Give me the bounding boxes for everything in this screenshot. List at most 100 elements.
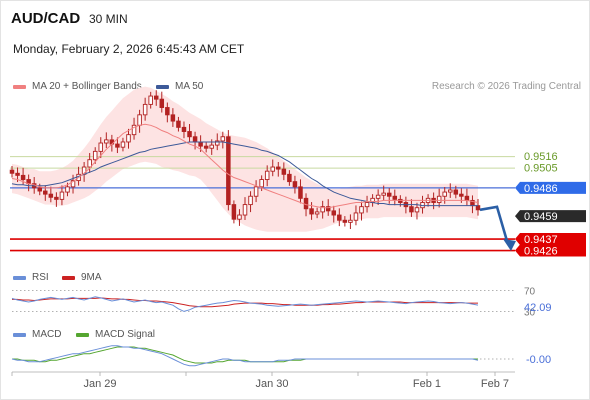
projection-arrowhead [503, 239, 516, 252]
legend-macd-swatch [13, 332, 26, 337]
symbol-title: AUD/CAD [11, 10, 81, 27]
legend-ma50-label: MA 50 [175, 81, 204, 92]
level-label-last: 0.9459 [524, 211, 558, 223]
candle-body [459, 193, 464, 197]
candle-body [215, 140, 220, 146]
candle-body [187, 131, 192, 138]
candle-body [381, 192, 386, 196]
level-tag-support [515, 244, 586, 257]
candle-body [226, 136, 231, 206]
candle-body [192, 136, 198, 143]
candle-body [298, 186, 303, 199]
candle-body [409, 206, 414, 213]
candle-body [392, 195, 398, 200]
candle-body [92, 150, 98, 161]
legend-macd: MACD [13, 329, 61, 340]
candle-body [43, 190, 48, 195]
legend-rsi-ma: 9MA [62, 272, 102, 283]
candle-body [464, 195, 470, 201]
candle-body [65, 186, 70, 193]
macd-signal-line [12, 346, 478, 364]
candle-body [270, 166, 275, 172]
legend-rsi-label: RSI [32, 272, 49, 283]
candle-body [242, 204, 248, 216]
level-label-support: 0.9426 [524, 246, 558, 258]
candle-body [287, 173, 292, 183]
candle-body [98, 142, 104, 152]
credit-label: Research © 2026 Trading Central [431, 81, 581, 92]
candle-body [281, 168, 287, 175]
level-label-resistance: 0.9516 [524, 151, 558, 163]
candle-body [59, 191, 65, 200]
x-tick-label: Feb 1 [413, 378, 441, 390]
candle-body [37, 187, 42, 192]
candle-body [181, 126, 187, 132]
legend-ma20-label: MA 20 + Bollinger Bands [32, 81, 142, 92]
candle-body [359, 206, 364, 214]
candle-body [9, 169, 15, 174]
macd-line [11, 345, 479, 367]
legend-rsi-swatch [13, 275, 26, 280]
legend-macd-label: MACD [32, 329, 62, 340]
legend-rsi-ma-label: 9MA [81, 272, 102, 283]
candle-body [165, 107, 170, 116]
legend-macd-signal-swatch [76, 332, 89, 337]
level-label-pivot: 0.9486 [524, 183, 558, 195]
candle-body [248, 195, 253, 206]
candle-body [375, 194, 381, 199]
legend-ma20: MA 20 + Bollinger Bands [13, 81, 142, 92]
bollinger-band [12, 86, 478, 232]
candle-body [475, 205, 481, 211]
candle-body [176, 120, 181, 128]
candle-body [237, 214, 242, 220]
candle-body [253, 186, 259, 197]
rsi-tick-label: 30 [524, 307, 536, 318]
candle-body [320, 206, 325, 213]
candle-body [398, 198, 403, 203]
level-label-support: 0.9437 [524, 234, 558, 246]
legend-ma20-swatch [13, 84, 26, 89]
candle-body [87, 159, 92, 168]
level-label-resistance: 0.9505 [524, 163, 558, 175]
candle-body [448, 189, 453, 193]
x-tick-label: Jan 30 [255, 378, 288, 390]
candle-body [342, 219, 348, 223]
candle-body [137, 114, 142, 126]
level-tag-support [515, 233, 586, 246]
candle-body [148, 95, 153, 105]
ma50-line [11, 141, 478, 207]
candle-body [115, 143, 120, 148]
candle-body [364, 202, 370, 208]
candle-body [442, 191, 447, 197]
candle-body [126, 134, 131, 143]
candle-body [70, 180, 76, 188]
legend-macd-signal-label: MACD Signal [95, 329, 156, 340]
candle-body [414, 207, 420, 213]
candle-body [331, 210, 337, 216]
candle-body [120, 141, 126, 148]
candle-body [20, 174, 26, 180]
candle-body [292, 181, 298, 188]
candle-body [170, 114, 176, 122]
candle-body [153, 95, 159, 100]
candle-body [276, 166, 281, 170]
macd-tick-label: -0.00 [526, 354, 551, 366]
candle-body [231, 204, 237, 220]
candle-body [264, 170, 270, 180]
candle-body [104, 139, 109, 144]
candle-body [142, 103, 148, 116]
legend-ma50: MA 50 [156, 81, 203, 92]
rsi-line [11, 296, 479, 312]
candle-body [303, 197, 309, 210]
candle-body [386, 192, 392, 197]
rsi-tick-label: 70 [524, 287, 536, 298]
timeframe-label: 30 MIN [89, 12, 128, 26]
candle-body [131, 124, 137, 136]
candle-body [15, 172, 20, 176]
candle-body [259, 179, 264, 188]
candle-body [54, 196, 59, 200]
candle-body [159, 98, 165, 108]
candle-body [348, 219, 353, 223]
level-tag-last [515, 210, 586, 223]
